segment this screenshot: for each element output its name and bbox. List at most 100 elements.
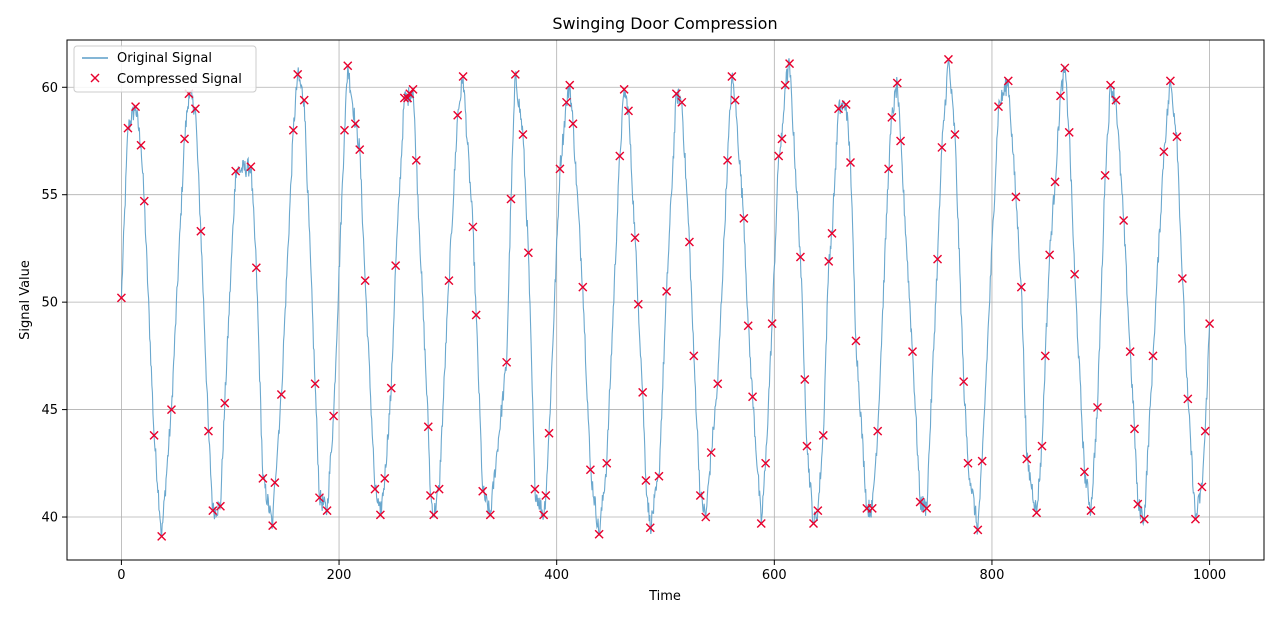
compressed-point — [973, 525, 983, 535]
compressed-point — [1003, 76, 1013, 86]
compressed-point — [933, 254, 943, 264]
compressed-point — [1106, 80, 1116, 90]
y-tick-label: 55 — [41, 188, 58, 203]
compressed-point — [208, 506, 218, 516]
compressed-point — [468, 222, 478, 232]
compressed-point — [884, 164, 894, 174]
compressed-point — [1159, 147, 1169, 157]
compressed-point — [1133, 499, 1143, 509]
compressed-point — [561, 97, 571, 107]
compressed-point — [544, 428, 554, 438]
compressed-point — [510, 69, 520, 79]
compressed-point — [502, 357, 512, 367]
compressed-point — [777, 134, 787, 144]
compressed-point — [887, 112, 897, 122]
compressed-point — [1050, 177, 1060, 187]
legend: Original Signal Compressed Signal — [73, 45, 257, 93]
compressed-point — [116, 293, 126, 303]
compressed-point — [761, 458, 771, 468]
compressed-point — [565, 80, 575, 90]
compressed-point — [258, 473, 268, 483]
original-signal-series — [120, 58, 1211, 537]
compressed-point — [350, 119, 360, 129]
compressed-point — [1205, 319, 1215, 329]
compressed-point — [380, 473, 390, 483]
compressed-point — [800, 375, 810, 384]
compressed-point — [892, 78, 902, 88]
compressed-point — [314, 493, 324, 503]
compressed-point — [506, 194, 516, 204]
compressed-point — [963, 458, 973, 468]
compressed-point — [701, 512, 711, 522]
compressed-point — [139, 196, 149, 206]
compressed-point — [1183, 394, 1193, 404]
x-tick-label: 0 — [117, 568, 125, 583]
compressed-point — [813, 506, 823, 516]
compressed-point — [619, 84, 629, 94]
y-axis-label: Signal Value — [18, 260, 33, 340]
compressed-point — [403, 93, 413, 103]
compressed-point — [662, 286, 672, 296]
compressed-point — [1119, 216, 1129, 225]
compressed-point — [1197, 482, 1207, 492]
compressed-point — [706, 448, 716, 458]
y-tick-label: 60 — [41, 81, 58, 96]
compressed-point — [425, 491, 435, 501]
compressed-point — [471, 310, 481, 320]
compressed-point — [730, 95, 740, 105]
compressed-point — [795, 252, 805, 262]
compressed-point — [555, 164, 565, 174]
compressed-point — [268, 521, 278, 531]
compressed-point — [343, 61, 353, 71]
compressed-point — [641, 476, 651, 485]
compressed-point — [808, 518, 818, 528]
compressed-point — [602, 458, 612, 468]
compressed-point — [339, 125, 349, 135]
y-tick-label: 45 — [41, 403, 58, 418]
compressed-point — [1040, 351, 1050, 361]
x-tick-label: 400 — [544, 568, 569, 583]
compressed-point — [220, 398, 230, 408]
compressed-point — [405, 89, 415, 99]
compressed-point — [444, 276, 454, 286]
compressed-point — [677, 97, 687, 107]
compressed-point — [695, 491, 705, 501]
compressed-point — [1148, 351, 1158, 361]
compressed-point — [408, 84, 418, 94]
compressed-point — [231, 166, 241, 176]
compressed-point — [867, 503, 877, 513]
compressed-point — [873, 426, 883, 436]
compressed-point — [780, 80, 790, 90]
compressed-point — [196, 226, 206, 236]
original-signal-line — [120, 58, 1211, 537]
compressed-point — [1045, 250, 1055, 260]
compressed-point — [1016, 282, 1026, 292]
compressed-point — [246, 162, 256, 172]
compressed-point — [654, 471, 664, 481]
compressed-point — [190, 104, 200, 114]
compressed-point — [633, 299, 643, 309]
compressed-point — [977, 456, 987, 466]
compressed-point — [518, 130, 528, 140]
compressed-point — [568, 119, 578, 129]
compressed-point — [399, 93, 409, 103]
compressed-point — [391, 261, 401, 271]
compressed-point — [756, 518, 766, 528]
compressed-point — [630, 233, 640, 243]
compressed-point — [458, 72, 468, 82]
compressed-point — [723, 155, 733, 165]
compressed-point — [767, 319, 777, 329]
legend-compressed-swatch — [90, 73, 100, 83]
compressed-point — [157, 531, 167, 541]
compressed-point — [123, 123, 133, 133]
compressed-point — [370, 484, 380, 494]
x-tick-label: 800 — [980, 568, 1005, 583]
compressed-point — [203, 426, 213, 436]
compressed-point — [485, 510, 495, 520]
compressed-point — [1190, 514, 1200, 524]
legend-box — [73, 45, 257, 93]
compressed-point — [329, 411, 339, 421]
compressed-point — [180, 134, 190, 144]
compressed-point — [293, 69, 303, 79]
compressed-point — [585, 465, 595, 475]
